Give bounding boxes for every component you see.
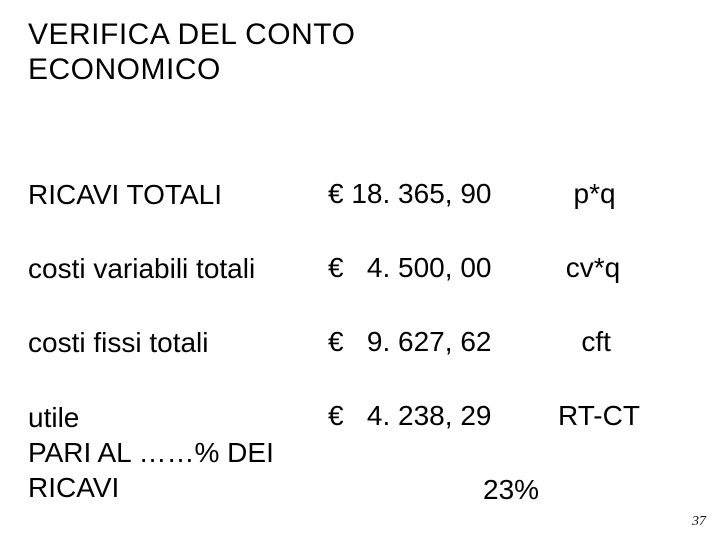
page-number: 37 [692, 514, 706, 530]
utile-line-3: RICAVI [28, 472, 119, 503]
title-line-1: VERIFICA DEL CONTO [28, 18, 355, 51]
percent-value: 23% [483, 474, 539, 506]
label-cv: costi variabili totali [28, 252, 328, 286]
formula-cv: cv*q [558, 252, 692, 284]
row-costi-fissi: costi fissi totali € 9. 627, 62 cft [28, 326, 692, 360]
utile-line-2: PARI AL ……% DEI [28, 437, 274, 468]
formula-utile: RT-CT [558, 400, 692, 432]
formula-cf: cft [558, 326, 692, 358]
title-line-2: ECONOMICO [28, 53, 221, 86]
label-cf: costi fissi totali [28, 326, 328, 360]
utile-line-1: utile [28, 402, 79, 433]
formula-ricavi: p*q [558, 178, 692, 210]
amount-ricavi: € 18. 365, 90 [328, 178, 558, 210]
amount-utile: € 4. 238, 29 [328, 400, 558, 432]
label-utile: utile PARI AL ……% DEI RICAVI [28, 400, 328, 505]
label-ricavi: RICAVI TOTALI [28, 178, 328, 212]
row-ricavi-totali: RICAVI TOTALI € 18. 365, 90 p*q [28, 178, 692, 212]
row-costi-variabili: costi variabili totali € 4. 500, 00 cv*q [28, 252, 692, 286]
row-utile: utile PARI AL ……% DEI RICAVI € 4. 238, 2… [28, 400, 692, 505]
amount-cv: € 4. 500, 00 [328, 252, 558, 284]
slide-title: VERIFICA DEL CONTO ECONOMICO [28, 18, 355, 87]
amount-cf: € 9. 627, 62 [328, 326, 558, 358]
slide: VERIFICA DEL CONTO ECONOMICO RICAVI TOTA… [0, 0, 720, 540]
